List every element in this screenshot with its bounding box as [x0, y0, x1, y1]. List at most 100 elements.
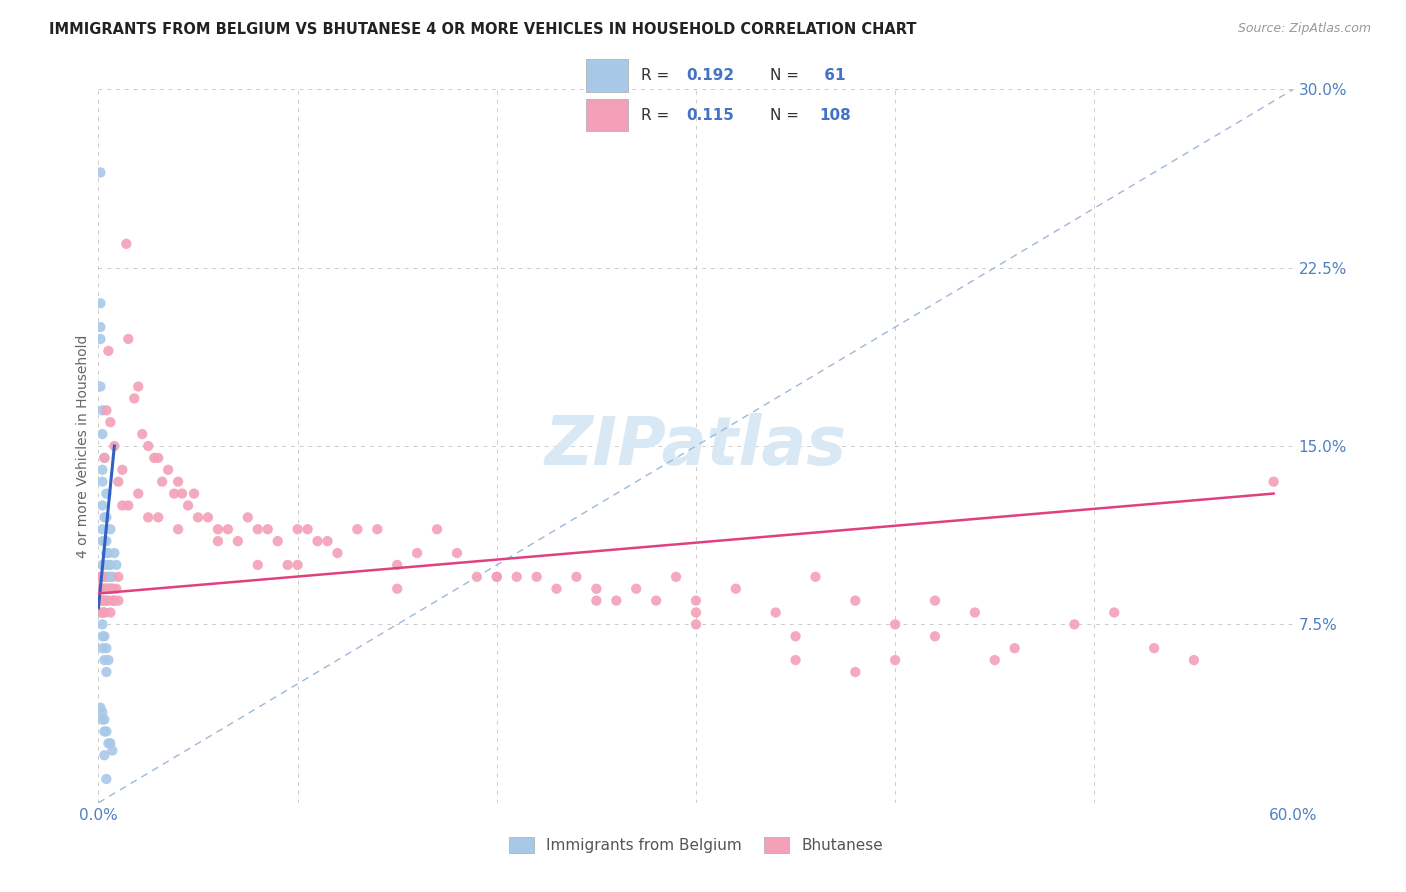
Point [117, 499, 139, 513]
Point [406, 546, 429, 560]
Point [366, 522, 388, 536]
Point [98, 415, 122, 429]
Point [187, 510, 209, 524]
Point [107, 475, 129, 489]
Point [963, 606, 986, 620]
Point [785, 653, 807, 667]
Point [157, 463, 180, 477]
Point [96, 534, 118, 549]
Point [101, 593, 124, 607]
Point [924, 629, 946, 643]
Point [98, 606, 122, 620]
Point [267, 534, 290, 549]
FancyBboxPatch shape [586, 60, 628, 92]
Point [97, 736, 120, 750]
Point [93, 450, 115, 465]
Point [307, 534, 329, 549]
Point [148, 450, 170, 465]
Point [89, 593, 111, 607]
Point [207, 522, 229, 536]
Point [93, 629, 115, 643]
Point [236, 510, 259, 524]
Point [127, 486, 149, 500]
Point [91, 582, 114, 596]
Point [724, 582, 747, 596]
Point [93, 582, 115, 596]
Point [246, 522, 269, 536]
Point [101, 582, 124, 596]
Text: R =: R = [641, 68, 675, 83]
Point [884, 617, 907, 632]
Point [287, 558, 309, 572]
Point [93, 593, 115, 607]
Point [89, 296, 111, 310]
Point [984, 653, 1007, 667]
Point [1004, 641, 1026, 656]
Point [97, 582, 120, 596]
Text: N =: N = [770, 108, 804, 123]
Point [107, 593, 129, 607]
Point [1104, 606, 1126, 620]
Point [89, 165, 111, 179]
Point [326, 546, 349, 560]
Point [585, 593, 607, 607]
FancyBboxPatch shape [586, 99, 628, 131]
Point [91, 706, 114, 720]
Point [101, 570, 124, 584]
Point [465, 570, 488, 584]
Point [177, 499, 200, 513]
Point [89, 700, 111, 714]
Point [89, 320, 111, 334]
Point [93, 748, 115, 763]
Point [167, 475, 190, 489]
Point [884, 653, 907, 667]
Point [89, 379, 111, 393]
Text: N =: N = [770, 68, 804, 83]
Point [207, 534, 229, 549]
Point [93, 582, 115, 596]
Point [96, 546, 118, 560]
Point [148, 510, 170, 524]
Point [96, 510, 118, 524]
Point [98, 570, 122, 584]
Point [97, 558, 120, 572]
Point [804, 570, 827, 584]
Point [127, 379, 149, 393]
Point [685, 617, 707, 632]
Point [526, 570, 548, 584]
Point [665, 570, 688, 584]
Point [685, 606, 707, 620]
Point [446, 546, 468, 560]
Point [93, 534, 115, 549]
Point [98, 582, 122, 596]
Point [111, 463, 134, 477]
Point [91, 463, 114, 477]
Point [93, 606, 115, 620]
Text: ZIPatlas: ZIPatlas [546, 413, 846, 479]
Point [98, 522, 122, 536]
Point [111, 499, 134, 513]
Point [565, 570, 588, 584]
Point [785, 629, 807, 643]
Point [97, 582, 120, 596]
Point [91, 713, 114, 727]
Point [150, 475, 173, 489]
Point [277, 558, 299, 572]
Point [91, 499, 114, 513]
Point [93, 450, 115, 465]
Point [91, 427, 114, 442]
Point [585, 582, 607, 596]
Point [197, 510, 219, 524]
Point [93, 593, 115, 607]
Point [91, 570, 114, 584]
Point [844, 593, 866, 607]
Point [91, 641, 114, 656]
Point [101, 582, 124, 596]
Text: R =: R = [641, 108, 675, 123]
Point [93, 606, 115, 620]
Point [346, 522, 368, 536]
Text: 0.115: 0.115 [686, 108, 734, 123]
Point [98, 736, 122, 750]
Point [93, 558, 115, 572]
Point [91, 403, 114, 417]
